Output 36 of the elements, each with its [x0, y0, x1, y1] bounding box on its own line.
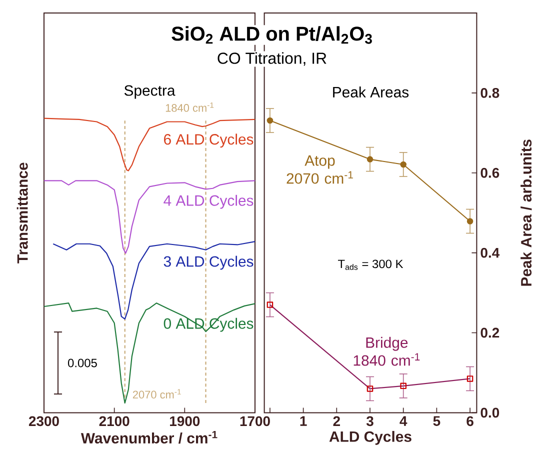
x-tick-label: 1 — [300, 416, 307, 426]
series-label: Bridge 1840 cm$^{-1}$ — [354, 336, 420, 366]
series-label: 6 ALD Cycles — [164, 134, 254, 148]
annotation: T$_{ads}$ = 300 K — [338, 260, 404, 270]
series-label: 4 ALD Cycles — [164, 194, 254, 209]
y-tick-label: 0.2 — [480, 328, 500, 338]
text: Spectra — [124, 85, 176, 99]
x-tick-label: 3 — [366, 416, 374, 426]
point — [400, 161, 406, 168]
ref-line-label: 1840 cm$^{-1}$ — [166, 102, 214, 112]
x-tick-label: 2 — [333, 416, 340, 426]
y-tick-label: 0.8 — [480, 88, 500, 98]
y-axis-title: Peak Area / arb.units — [520, 140, 532, 286]
y-tick-label: 0.4 — [480, 248, 500, 258]
x-tick-label: 1700 — [240, 416, 270, 426]
chart-title: SiO$_{2}$ ALD on Pt/Al$_{2}$O$_{3}$ — [172, 26, 372, 44]
x-tick-label: 6 — [466, 416, 474, 426]
point — [466, 218, 474, 224]
x-axis-title: ALD Cycles — [329, 430, 412, 445]
x-tick-label: 2300 — [28, 416, 59, 426]
y-axis-title: Transmittance — [16, 162, 28, 264]
x-axis-title: Wavenumber / cm$^{-1}$ — [80, 430, 218, 444]
series-label: 3 ALD Cycles — [164, 256, 254, 270]
series-label: Atop 2070 cm$^{-1}$ — [286, 155, 353, 184]
x-tick-label: 4 — [400, 416, 408, 426]
point — [266, 117, 274, 124]
ref-line-label: 2070 cm$^{-1}$ — [132, 389, 181, 399]
x-tick-label: 2100 — [99, 416, 130, 426]
y-tick-label: 0.6 — [480, 168, 500, 178]
chart-subtitle: CO Titration, IR — [218, 52, 326, 66]
annotation: 0.005 — [68, 358, 97, 368]
y-tick-label: 0.0 — [480, 408, 500, 418]
point — [366, 156, 374, 162]
x-tick-label: 1900 — [170, 416, 200, 426]
x-tick-label: 5 — [433, 416, 440, 426]
text: Peak Areas — [333, 86, 409, 98]
